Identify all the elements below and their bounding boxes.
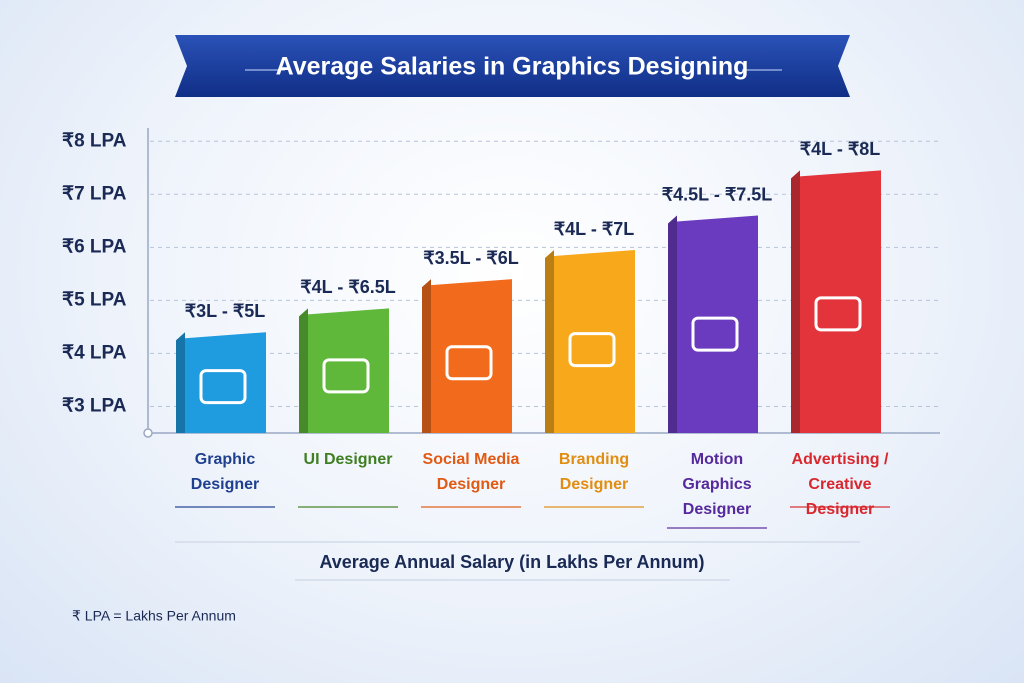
footnote: ₹ LPA = Lakhs Per Annum [72, 608, 236, 624]
range-label: ₹3.5L - ₹6L [423, 248, 519, 268]
range-label: ₹4L - ₹8L [800, 139, 881, 159]
y-tick-label: ₹4 LPA [62, 342, 127, 363]
y-tick-label: ₹5 LPA [62, 289, 127, 310]
x-tick-label: Graphic Designer [190, 451, 260, 493]
bar-side [668, 215, 677, 433]
range-label: ₹3L - ₹5L [185, 301, 266, 321]
bar-icon [322, 358, 370, 394]
bar [677, 215, 758, 433]
y-tick-label: ₹8 LPA [62, 130, 127, 151]
bar [185, 332, 266, 433]
y-tick-label: ₹3 LPA [62, 395, 127, 416]
title-banner [175, 35, 850, 97]
y-tick-label: ₹7 LPA [62, 183, 127, 204]
x-tick-label: Motion Graphics Designer [682, 451, 752, 518]
range-label: ₹4L - ₹7L [554, 219, 635, 239]
label-underline [298, 506, 398, 508]
bar-side [545, 250, 554, 433]
bar [554, 250, 635, 433]
bar-side [176, 332, 185, 433]
bar-side [422, 279, 431, 433]
range-label: ₹4L - ₹6.5L [300, 277, 396, 297]
bar [800, 170, 881, 433]
label-underline [421, 506, 521, 508]
bar-side [791, 170, 800, 433]
axis-origin [143, 428, 153, 438]
label-underline [544, 506, 644, 508]
bar-icon [445, 345, 493, 381]
bar-side [299, 308, 308, 433]
bar [308, 308, 389, 433]
range-label: ₹4.5L - ₹7.5L [662, 184, 773, 204]
label-underline [790, 506, 890, 508]
x-tick-label: Social Media Designer [422, 451, 520, 493]
chart-title: Average Salaries in Graphics Designing [276, 53, 749, 81]
bar-icon [814, 296, 862, 332]
bar [431, 279, 512, 433]
x-axis-title: Average Annual Salary (in Lakhs Per Annu… [319, 552, 704, 572]
x-tick-label: Branding Designer [558, 451, 630, 493]
y-tick-label: ₹6 LPA [62, 236, 127, 257]
label-underline [175, 506, 275, 508]
label-underline [667, 527, 767, 529]
x-tick-label: UI Designer [303, 451, 393, 468]
bar-icon [568, 332, 616, 368]
bar-icon [199, 369, 247, 405]
x-tick-label: Advertising / Creative Designer [791, 451, 889, 518]
bar-icon [691, 316, 739, 352]
